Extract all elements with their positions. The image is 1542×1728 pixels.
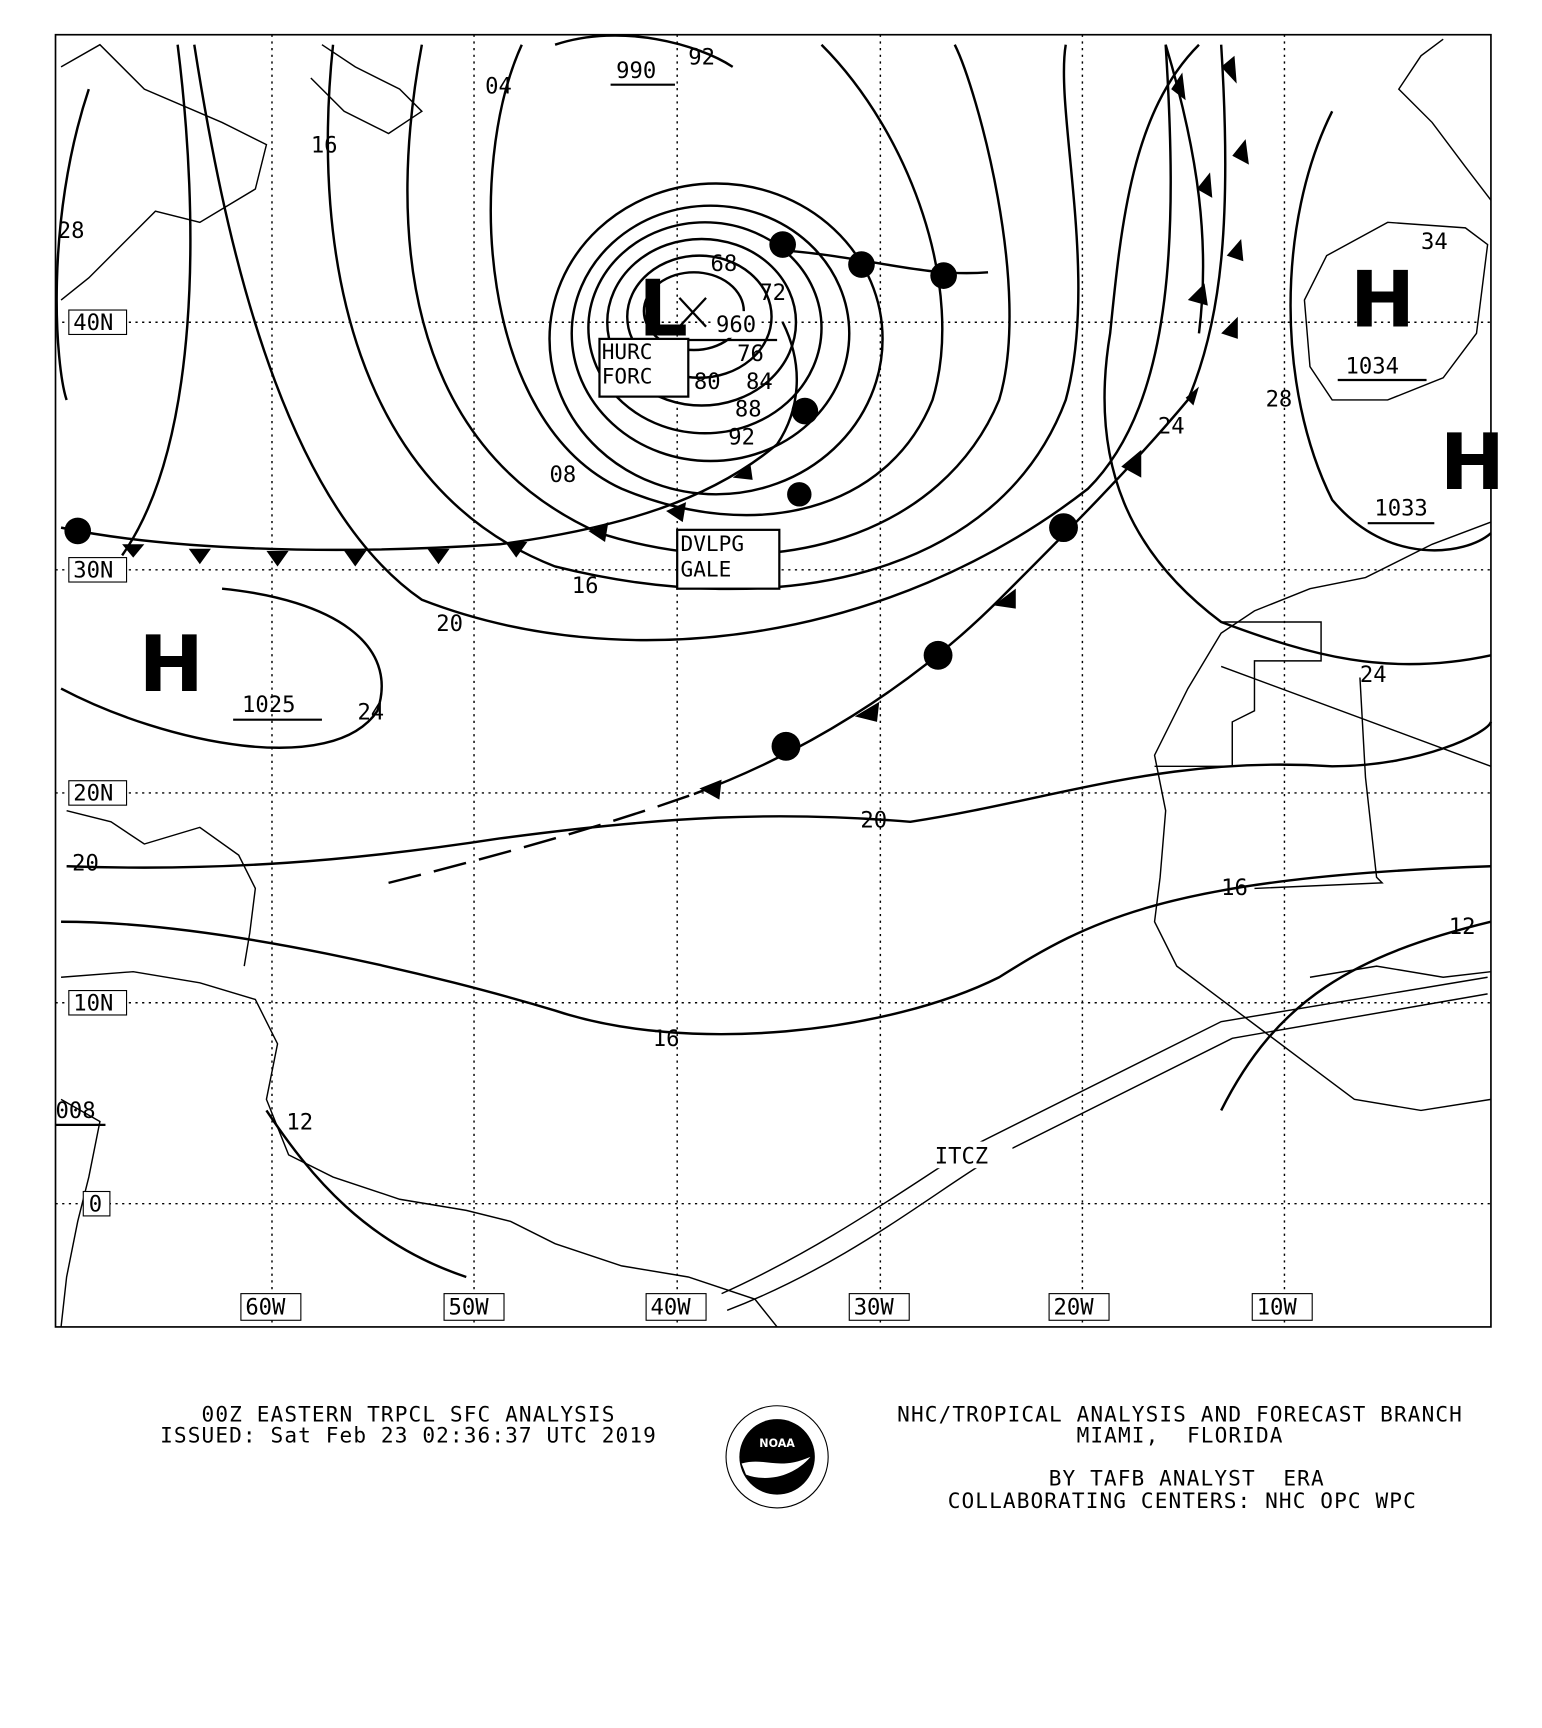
latitude-labels: 40N 30N 20N 10N 0: [68, 309, 128, 1217]
warning-boxes: HURC FORC DVLPG GALE ITCZ: [598, 337, 1013, 1170]
isobar-label: 24: [1360, 662, 1387, 688]
fronts: [60, 44, 1249, 885]
isobar-label: 16: [1221, 875, 1248, 901]
isobar-label: 28: [58, 218, 85, 244]
isobar-label: 28: [1266, 387, 1293, 413]
high-pressure-value: 1033: [1374, 495, 1427, 521]
isobar-label: 80: [694, 369, 721, 395]
issued-time: ISSUED: Sat Feb 23 02:36:37 UTC 2019: [160, 1422, 657, 1447]
lat-label: 30N: [73, 558, 113, 584]
noaa-logo-text: NOAA: [759, 1437, 795, 1450]
isobar-label: 92: [728, 424, 755, 450]
isobar-label: 34: [1421, 229, 1448, 255]
lon-label: 10W: [1257, 1295, 1298, 1321]
lat-label: 40N: [73, 310, 113, 336]
isobar-label: 76: [737, 341, 764, 367]
isobar-label: 20: [436, 611, 463, 637]
isobar-label: 24: [357, 700, 384, 726]
isobar-label: 16: [572, 573, 599, 599]
lon-label: 20W: [1054, 1295, 1095, 1321]
high-pressure-value: 1025: [242, 692, 295, 718]
graticule: [55, 34, 1491, 1327]
lon-label: 50W: [449, 1295, 490, 1321]
isobars: [55, 34, 1493, 1279]
isobar-label: 990: [616, 58, 656, 84]
isobar-labels: 04 16 28 990 92 08 16 20 24 20 20 16 12 …: [55, 45, 1476, 1135]
hurricane-force-warning: HURC FORC: [601, 340, 653, 389]
isobar-label: 12: [1449, 914, 1476, 940]
high-pressure-symbol: H: [1440, 418, 1505, 508]
collaborating-centers: COLLABORATING CENTERS: NHC OPC WPC: [948, 1488, 1417, 1513]
lat-label: 10N: [73, 991, 113, 1017]
low-pressure-value: 960: [716, 312, 756, 338]
pressure-centers: L 960 H 1025 H 1034 H 1033: [139, 256, 1505, 721]
isobar-label: 04: [485, 74, 512, 100]
analyst: BY TAFB ANALYST ERA: [1049, 1466, 1325, 1491]
developing-gale-warning: DVLPG GALE: [680, 532, 745, 583]
isobar-label: 24: [1158, 413, 1185, 439]
isobar-label: 12: [286, 1109, 313, 1135]
coastlines: [60, 38, 1492, 1328]
lon-label: 40W: [651, 1295, 692, 1321]
footer: 00Z EASTERN TRPCL SFC ANALYSIS ISSUED: S…: [160, 1401, 1463, 1513]
isobar-label: 20: [860, 807, 887, 833]
location: MIAMI, FLORIDA: [1077, 1422, 1284, 1447]
isobar-label: 16: [653, 1026, 680, 1052]
high-pressure-symbol: H: [139, 620, 204, 710]
isobar-label: 008: [56, 1098, 96, 1124]
chart-title: 00Z EASTERN TRPCL SFC ANALYSIS: [202, 1401, 616, 1426]
isobar-label: 08: [550, 462, 577, 488]
lat-label: 0: [89, 1191, 102, 1217]
map-frame: [54, 33, 1492, 1328]
isobar-label: 84: [746, 369, 773, 395]
lon-label: 60W: [245, 1295, 286, 1321]
lat-label: 20N: [73, 781, 113, 807]
isobar-label: 88: [735, 397, 762, 423]
longitude-labels: 60W 50W 40W 30W 20W 10W: [240, 1293, 1313, 1321]
noaa-logo: NOAA: [725, 1405, 829, 1509]
itcz-label: ITCZ: [935, 1144, 988, 1170]
isobar-label: 68: [710, 251, 737, 277]
isobar-label: 20: [72, 851, 99, 877]
high-pressure-value: 1034: [1346, 353, 1399, 379]
isobar-label: 72: [759, 280, 786, 306]
isobar-label: 16: [311, 132, 338, 158]
branch-name: NHC/TROPICAL ANALYSIS AND FORECAST BRANC…: [897, 1401, 1463, 1426]
isobar-label: 92: [688, 45, 715, 71]
lon-label: 30W: [854, 1295, 895, 1321]
high-pressure-symbol: H: [1350, 256, 1415, 346]
